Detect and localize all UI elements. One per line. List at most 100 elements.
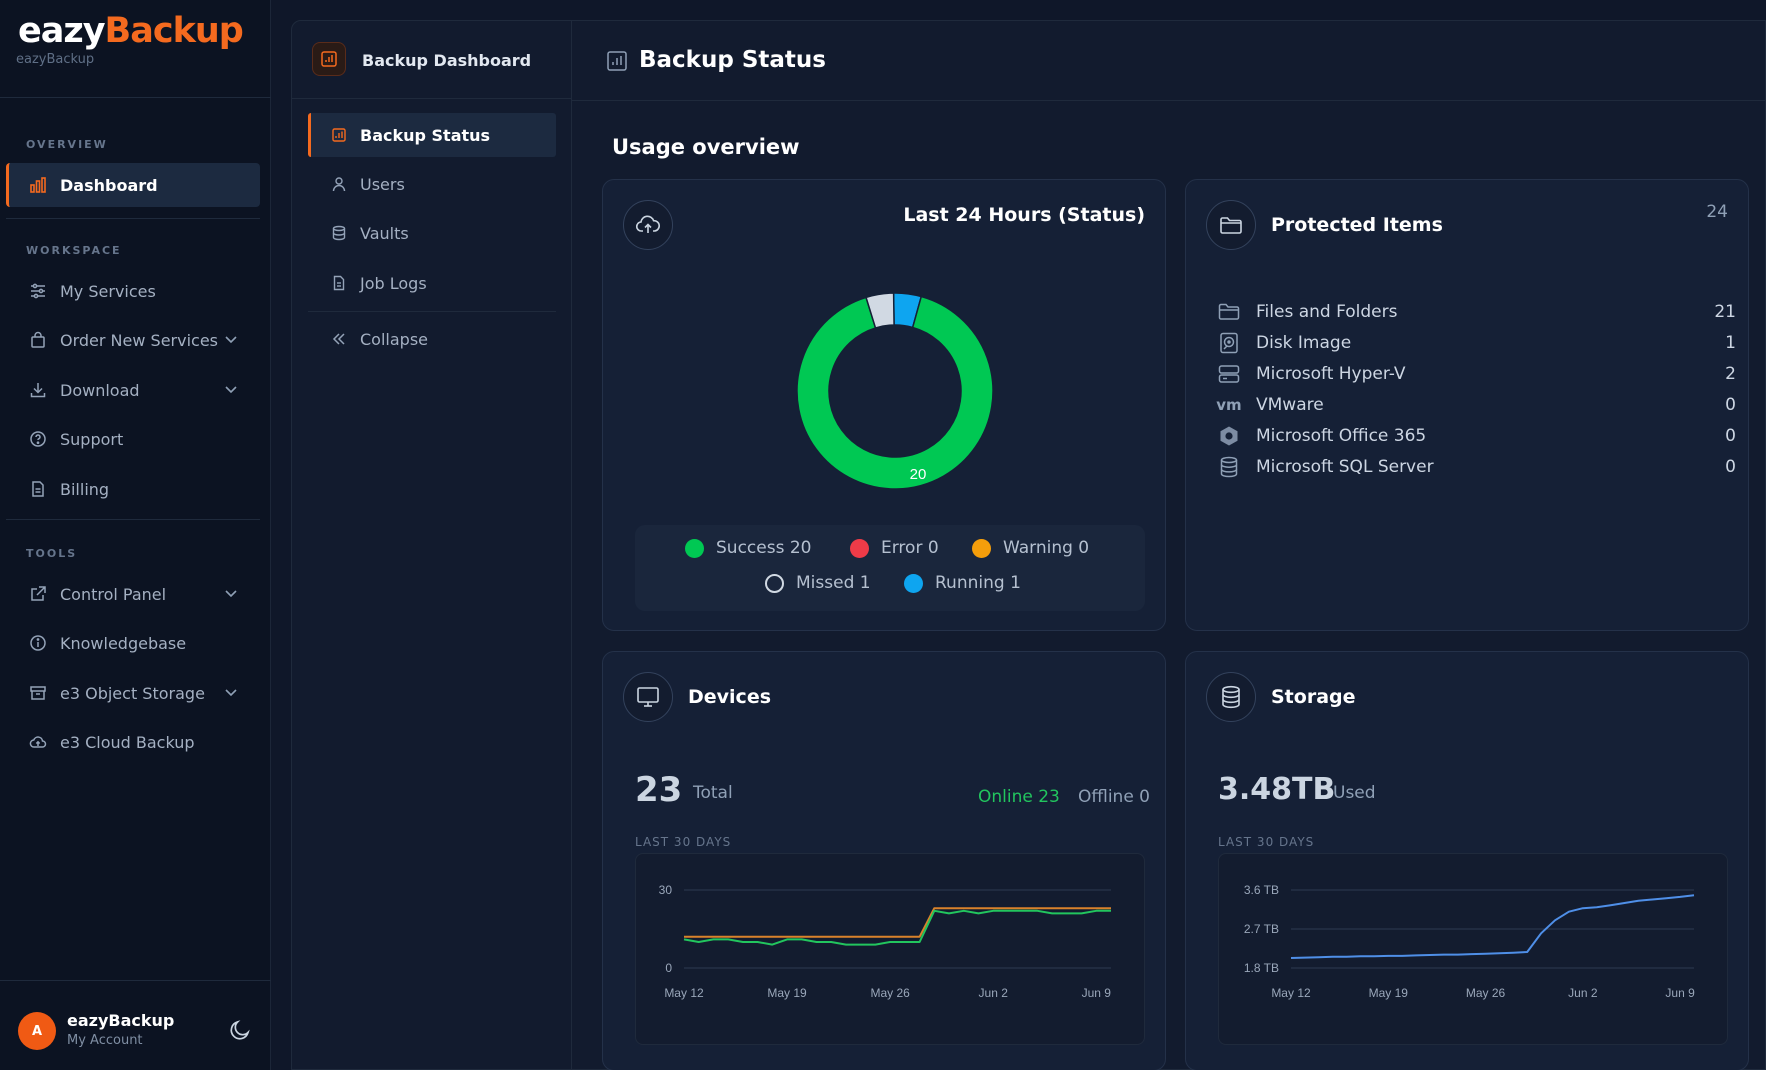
document-icon <box>28 479 48 499</box>
y-tick-label: 1.8 TB <box>1244 961 1279 975</box>
help-circle-icon <box>28 429 48 449</box>
sidebar-item-label: Billing <box>60 479 110 499</box>
divider <box>6 218 260 219</box>
server-icon <box>1216 363 1242 385</box>
chevron-down-icon[interactable] <box>224 382 238 396</box>
sidebar-item-order-new-services[interactable]: Order New Services <box>6 318 260 362</box>
sidebar-item-billing[interactable]: Billing <box>6 467 260 511</box>
storage-used-label: Used <box>1333 783 1376 803</box>
donut-value-label: 20 <box>910 466 927 483</box>
sidebar-item-control-panel[interactable]: Control Panel <box>6 572 260 616</box>
protected-row[interactable]: Files and Folders 21 <box>1216 297 1736 327</box>
moon-icon[interactable] <box>227 1017 253 1043</box>
subnav-item-label: Vaults <box>360 223 409 243</box>
donut-slice-missed[interactable] <box>865 292 895 329</box>
card-title: Devices <box>688 686 772 708</box>
sidebar-item-support[interactable]: Support <box>6 417 260 461</box>
protected-row[interactable]: Microsoft Hyper-V 2 <box>1216 359 1736 389</box>
subnav-item-vaults[interactable]: Vaults <box>308 211 556 255</box>
brand-name-part1: eazy <box>18 11 106 51</box>
donut-slice-success[interactable] <box>796 295 994 490</box>
section-workspace: WORKSPACE <box>26 244 122 257</box>
x-tick-label: May 12 <box>1271 986 1311 1000</box>
bar-chart-icon <box>330 126 348 144</box>
divider <box>0 97 271 98</box>
y-tick-label: 0 <box>665 961 672 975</box>
database-icon <box>1206 672 1256 722</box>
cloud-icon <box>28 732 48 752</box>
chevrons-left-icon <box>330 330 348 348</box>
legend-label: Error 0 <box>881 538 939 558</box>
sidebar-item-download[interactable]: Download <box>6 368 260 412</box>
subnav-item-job-logs[interactable]: Job Logs <box>308 261 556 305</box>
sidebar-item-label: Control Panel <box>60 584 167 604</box>
subnav-item-users[interactable]: Users <box>308 162 556 206</box>
protected-row[interactable]: Microsoft SQL Server 0 <box>1216 452 1736 482</box>
x-tick-label: May 26 <box>870 986 910 1000</box>
section-title: Usage overview <box>612 135 800 159</box>
external-link-icon <box>28 584 48 604</box>
protected-row[interactable]: Microsoft Office 365 0 <box>1216 421 1736 451</box>
legend-warning[interactable]: Warning 0 <box>972 538 1089 558</box>
folder-icon <box>1216 301 1242 323</box>
missed-dot <box>765 573 784 593</box>
devices-offline: Offline 0 <box>1078 787 1150 807</box>
sidebar-item-my-services[interactable]: My Services <box>6 269 260 313</box>
protected-item-label: Microsoft Office 365 <box>1256 426 1427 446</box>
folder-icon <box>1206 200 1256 250</box>
protected-row[interactable]: vm VMware 0 <box>1216 390 1736 420</box>
legend-label: Warning 0 <box>1003 538 1090 558</box>
database-icon <box>330 224 348 242</box>
x-tick-label: May 19 <box>767 986 807 1000</box>
avatar[interactable]: A <box>18 1012 56 1050</box>
sidebar-item-label: Dashboard <box>60 175 158 195</box>
status-card: Last 24 Hours (Status) 20 Success 20 Err… <box>602 179 1166 631</box>
subnav: Backup Dashboard Backup Status Users Vau… <box>292 21 572 1070</box>
series-line-1[interactable] <box>683 909 1111 946</box>
legend-success[interactable]: Success 20 <box>685 538 811 558</box>
sidebar-item-label: Knowledgebase <box>60 633 187 653</box>
user-icon <box>330 175 348 193</box>
protected-item-value: 2 <box>1725 364 1736 384</box>
chevron-down-icon[interactable] <box>224 586 238 600</box>
content-panel: Backup Dashboard Backup Status Users Vau… <box>291 20 1766 1070</box>
account-link[interactable]: My Account <box>67 1033 143 1048</box>
chevron-down-icon[interactable] <box>224 685 238 699</box>
brand-logo[interactable]: eazyBackup <box>18 10 244 52</box>
legend-error[interactable]: Error 0 <box>850 538 939 558</box>
card-title: Storage <box>1271 686 1356 708</box>
section-overview: OVERVIEW <box>26 138 108 151</box>
sidebar-item-e3-object-storage[interactable]: e3 Object Storage <box>6 671 260 715</box>
x-tick-label: Jun 9 <box>1665 986 1695 1000</box>
protected-item-label: VMware <box>1256 395 1324 415</box>
bar-chart-icon <box>606 50 628 72</box>
devices-total: 23 <box>635 770 683 810</box>
x-tick-label: May 19 <box>1369 986 1409 1000</box>
storage-used: 3.48TB <box>1218 772 1336 807</box>
range-label: LAST 30 DAYS <box>1218 835 1315 849</box>
devices-line-chart: 30 0 May 12 May 19 May 26 Jun 2 Jun 9 <box>659 883 1112 1000</box>
office-icon <box>1216 425 1242 447</box>
chart-legend: Success 20 Error 0 Warning 0 Missed 1 Ru… <box>635 525 1145 611</box>
database-icon <box>1216 456 1242 478</box>
account-name[interactable]: eazyBackup <box>67 1011 175 1030</box>
protected-items-card: Protected Items 24 Files and Folders 21 … <box>1185 179 1749 631</box>
sidebar-item-e3-cloud-backup[interactable]: e3 Cloud Backup <box>6 720 260 764</box>
legend-running[interactable]: Running 1 <box>904 573 1021 593</box>
sidebar: eazyBackup eazyBackup OVERVIEW Dashboard… <box>0 0 271 1070</box>
info-icon <box>28 633 48 653</box>
subnav-collapse-button[interactable]: Collapse <box>308 317 556 361</box>
section-tools: TOOLS <box>26 547 78 560</box>
legend-missed[interactable]: Missed 1 <box>765 573 871 593</box>
sidebar-item-knowledgebase[interactable]: Knowledgebase <box>6 621 260 665</box>
brand[interactable]: eazyBackup eazyBackup <box>16 10 244 67</box>
brand-subtitle: eazyBackup <box>16 52 95 67</box>
series-line-0[interactable] <box>684 907 1111 938</box>
protected-total: 24 <box>1706 202 1728 222</box>
protected-row[interactable]: Disk Image 1 <box>1216 328 1736 358</box>
series-line-0[interactable] <box>1290 894 1695 959</box>
subnav-item-backup-status[interactable]: Backup Status <box>308 113 556 157</box>
chevron-down-icon[interactable] <box>224 332 238 346</box>
y-tick-label: 3.6 TB <box>1244 883 1279 897</box>
sidebar-item-dashboard[interactable]: Dashboard <box>6 163 260 207</box>
